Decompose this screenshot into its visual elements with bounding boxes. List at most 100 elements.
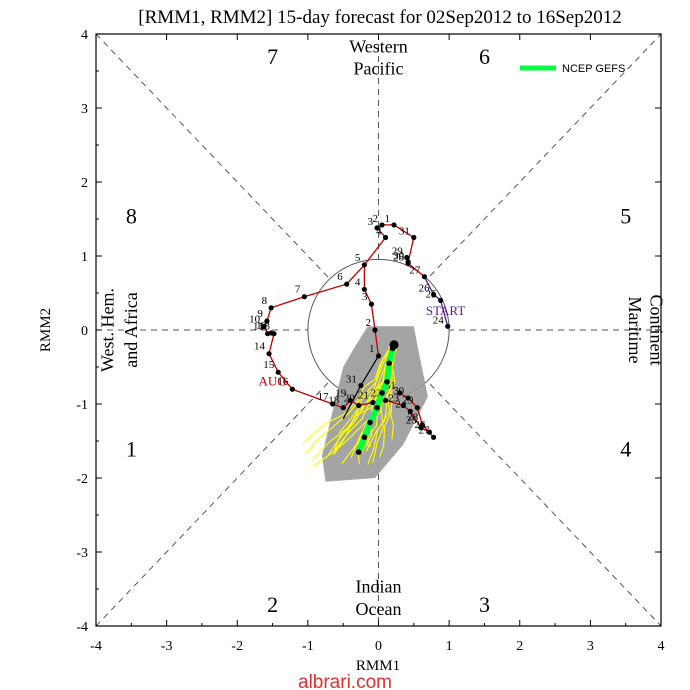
forecast-start-point — [389, 340, 399, 350]
ensemble-mean-point — [386, 360, 392, 367]
observed-line-sep — [423, 276, 449, 327]
day-label: 1 — [385, 213, 391, 225]
day-label: 29 — [392, 245, 404, 257]
y-tick-label: 1 — [81, 250, 88, 265]
x-tick-label: -4 — [90, 639, 102, 654]
observed-point — [419, 422, 425, 428]
observed-point — [368, 301, 375, 307]
day-label: 26 — [419, 282, 431, 294]
observed-point — [268, 305, 274, 311]
x-tick-label: -2 — [231, 639, 243, 654]
y-axis-label: RMM2 — [38, 308, 54, 352]
ensemble-mean-point — [384, 379, 390, 385]
day-label: 20 — [344, 392, 356, 404]
day-label: 30 — [393, 250, 405, 262]
day-label: 7 — [295, 284, 301, 296]
phase-number: 7 — [267, 44, 278, 69]
y-tick-label: 0 — [81, 324, 88, 339]
day-label: 2 — [373, 213, 379, 225]
observed-point — [356, 402, 362, 409]
day-label: 17 — [318, 391, 330, 403]
observed-point — [375, 353, 382, 359]
day-label: 4 — [355, 276, 361, 288]
annotation-start: START — [426, 303, 465, 318]
region-label-right: Maritime — [625, 297, 645, 364]
x-tick-label: 2 — [516, 639, 523, 654]
day-label: 24 — [395, 398, 407, 410]
day-label: 14 — [254, 341, 266, 353]
y-tick-label: -3 — [76, 546, 88, 561]
observed-point — [397, 390, 403, 396]
phase-number: 4 — [620, 436, 631, 461]
observed-point — [271, 331, 277, 337]
phase-number: 6 — [479, 44, 490, 69]
observed-line-connector — [363, 237, 387, 266]
day-label: 16 — [277, 376, 289, 388]
observed-point — [438, 297, 444, 303]
ensemble-mean-point — [355, 449, 362, 455]
observed-point — [301, 294, 307, 300]
ensemble-mean-point — [367, 419, 373, 426]
observed-point — [400, 402, 406, 409]
observed-point — [421, 274, 428, 280]
observed-point — [361, 286, 367, 292]
observed-point — [404, 254, 410, 261]
annotation-aug: AUG — [258, 374, 286, 389]
y-tick-label: -2 — [76, 472, 88, 487]
day-label: 15 — [263, 359, 275, 371]
ensemble-mean-point — [374, 404, 380, 411]
observed-point — [414, 405, 420, 411]
ensemble-member-line — [325, 344, 395, 459]
observed-point — [264, 318, 270, 324]
x-tick-label: 0 — [375, 639, 382, 654]
day-label: 31 — [399, 226, 410, 238]
observed-point — [347, 397, 353, 403]
observed-point — [361, 262, 367, 268]
day-label: 31 — [385, 380, 396, 392]
day-label: 5 — [355, 252, 361, 264]
observed-point — [407, 408, 413, 414]
observed-point — [329, 401, 336, 407]
y-tick-label: -1 — [76, 398, 88, 413]
chart-title: [RMM1, RMM2] 15-day forecast for 02Sep20… — [138, 7, 621, 28]
day-label: 21 — [358, 390, 369, 402]
day-label: 19 — [335, 387, 347, 399]
day-label: 29 — [402, 395, 414, 407]
x-axis-label: RMM1 — [356, 658, 400, 674]
region-label-top: Western — [349, 37, 408, 57]
region-label-top: Pacific — [354, 59, 404, 79]
observed-point — [379, 222, 385, 228]
ensemble-member-line — [302, 344, 395, 444]
day-label: 9 — [257, 308, 263, 320]
y-tick-label: 4 — [81, 28, 88, 43]
phase-number: 8 — [126, 203, 137, 228]
observed-point — [374, 225, 380, 231]
day-label: 24 — [433, 314, 445, 326]
day-label: 12 — [256, 320, 267, 332]
day-label: 10 — [249, 313, 261, 325]
day-label: 3 — [368, 216, 374, 228]
day-label: 31 — [346, 374, 357, 386]
x-tick-label: 3 — [587, 639, 594, 654]
region-label-bottom: Ocean — [356, 599, 402, 619]
day-label: 3 — [362, 291, 368, 303]
x-tick-label: -3 — [161, 639, 173, 654]
day-label: 28 — [407, 412, 419, 424]
observed-point — [382, 397, 389, 403]
observed-point — [391, 222, 397, 228]
region-label-left: West. Hem. — [98, 288, 118, 372]
legend-label: NCEP GEFS — [562, 63, 625, 75]
observed-point — [405, 259, 411, 265]
observed-point — [382, 234, 389, 241]
day-label: 22 — [371, 387, 382, 399]
y-tick-label: 2 — [81, 176, 88, 191]
day-label: 28 — [393, 251, 405, 263]
observed-point — [275, 369, 281, 375]
observed-point — [430, 291, 437, 298]
day-label: 23 — [388, 392, 400, 404]
observed-point — [370, 399, 376, 406]
ensemble-mean-point — [379, 390, 385, 396]
day-label: 1 — [369, 343, 375, 355]
